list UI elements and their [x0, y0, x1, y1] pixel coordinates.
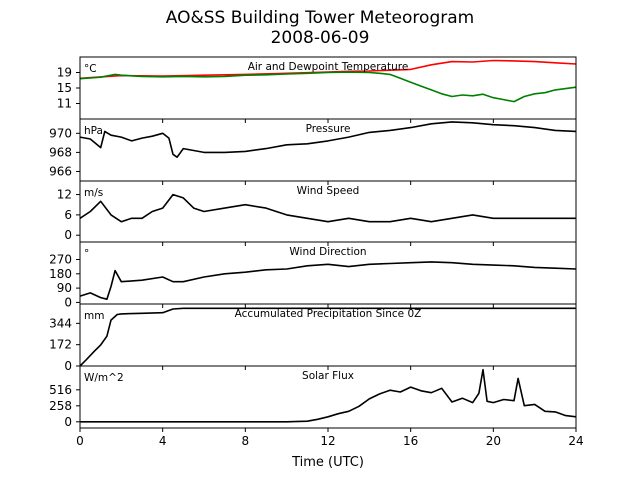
unit-label: °: [84, 248, 89, 260]
x-axis-label: Time (UTC): [291, 455, 364, 470]
x-tick-label: 16: [403, 434, 418, 448]
panel-4: 0 172 344 Accumulated Precipitation Since 0…: [49, 303, 577, 373]
panel-2: 0 6 12 Wind Speed m/s: [57, 180, 577, 246]
x-tick-label: 12: [320, 434, 335, 448]
x-tick-label: 0: [76, 434, 84, 448]
y-tick-label: 344: [49, 316, 72, 330]
y-tick-label: 0: [64, 295, 72, 309]
series-line: [80, 368, 577, 423]
panel-title: Solar Flux: [302, 370, 354, 382]
y-tick-label: 516: [49, 383, 72, 397]
unit-label: hPa: [84, 125, 103, 137]
x-tick-label: 4: [159, 434, 167, 448]
y-tick-label: 19: [57, 66, 72, 80]
unit-label: W/m^2: [84, 372, 124, 384]
panel-title: Air and Dewpoint Temperature: [248, 61, 409, 73]
panel-title: Pressure: [306, 123, 351, 135]
panel-title: Wind Speed: [297, 185, 360, 197]
figure-subtitle: 2008-06-09: [270, 28, 370, 48]
figure-title: AO&SS Building Tower Meteorogram: [165, 8, 475, 28]
unit-label: m/s: [84, 187, 103, 199]
panel-1: 966 968 970 Pressure hPa: [49, 118, 577, 185]
x-tick-label: 20: [486, 434, 501, 448]
y-tick-label: 180: [49, 267, 72, 281]
series-line: [79, 193, 576, 223]
y-tick-label: 0: [64, 415, 72, 429]
y-tick-label: 966: [49, 164, 72, 178]
y-tick-label: 968: [49, 145, 72, 159]
x-tick-label: 24: [568, 434, 583, 448]
unit-label: °C: [84, 63, 97, 75]
y-tick-label: 270: [49, 252, 72, 266]
y-tick-label: 0: [64, 228, 72, 242]
series-line: [79, 71, 577, 103]
panel-title: Accumulated Precipitation Since 0Z: [235, 308, 422, 320]
panel-5: 0 258 516 Solar Flux W/m^2: [49, 365, 577, 432]
series-line: [79, 307, 576, 367]
series-line: [79, 59, 577, 80]
unit-label: mm: [84, 310, 104, 322]
y-tick-label: 970: [49, 126, 72, 140]
y-tick-label: 90: [57, 281, 72, 295]
y-tick-label: 258: [49, 399, 72, 413]
y-tick-label: 15: [57, 81, 72, 95]
series-line: [79, 121, 577, 158]
y-tick-label: 6: [64, 208, 72, 222]
y-tick-label: 11: [57, 97, 72, 111]
panel-title: Wind Direction: [289, 246, 366, 258]
series-line: [79, 261, 577, 301]
y-tick-label: 172: [49, 338, 72, 352]
y-tick-label: 12: [57, 188, 72, 202]
x-tick-label: 8: [242, 434, 250, 448]
y-tick-label: 0: [64, 359, 72, 373]
